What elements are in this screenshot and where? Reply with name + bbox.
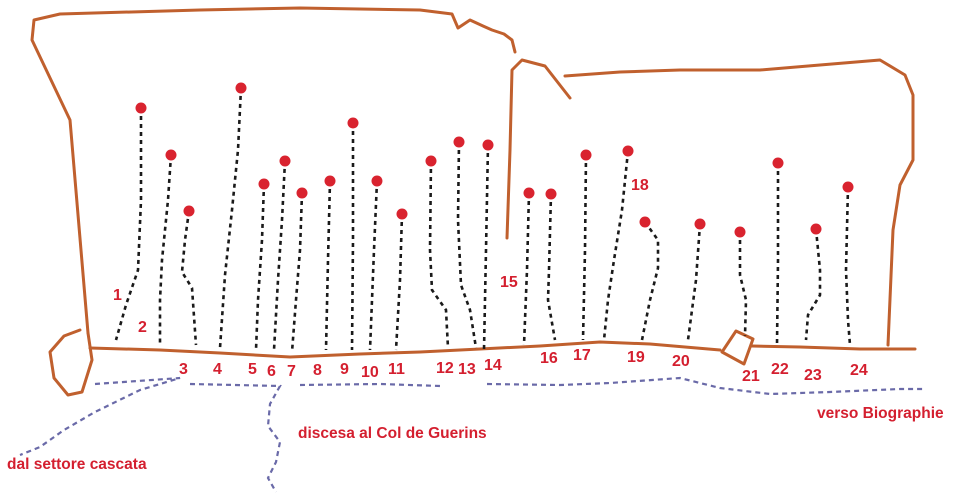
route-line-16 [546,193,557,341]
route-number-14: 14 [484,357,502,374]
anchor-route-9 [347,117,359,129]
route-number-8: 8 [313,362,322,379]
route-line-8 [324,180,332,351]
route-line-21 [738,232,748,337]
route-number-3: 3 [179,361,188,378]
route-line-19 [640,221,660,341]
route-number-12: 12 [436,360,454,377]
rock-outline [30,6,917,397]
route-line-17 [581,154,588,341]
route-lines [114,87,852,353]
route-line-13 [456,141,478,349]
route-number-24: 24 [850,362,868,379]
route-line-14 [482,144,490,351]
anchor-route-15 [523,187,535,199]
anchor-route-23 [810,223,822,235]
route-number-2: 2 [138,319,147,336]
anchor-route-14 [482,139,494,151]
label-from-waterfall: dal settore cascata [7,456,147,473]
route-line-5 [254,183,266,351]
left-boulder [48,328,94,397]
route-line-10 [368,180,379,351]
route-number-15: 15 [500,274,518,291]
route-number-7: 7 [287,363,296,380]
route-number-9: 9 [340,361,349,378]
route-number-18: 18 [631,177,649,194]
route-number-21: 21 [742,368,760,385]
anchors [135,82,854,238]
route-number-10: 10 [361,364,379,381]
route-line-11 [394,213,404,351]
anchor-route-12 [425,155,437,167]
route-line-1 [114,108,143,341]
path-descent [189,382,282,493]
anchor-route-11 [396,208,408,220]
anchor-route-24 [842,181,854,193]
ground-line [88,340,917,359]
route-number-16: 16 [540,350,558,367]
anchor-route-4 [235,82,247,94]
anchor-route-5 [258,178,270,190]
anchor-route-1 [135,102,147,114]
small-block [720,329,755,366]
route-line-9 [350,123,355,351]
anchor-route-6 [279,155,291,167]
anchor-route-19 [639,216,651,228]
route-line-15 [522,192,531,346]
route-line-7 [290,192,304,353]
anchor-route-21 [734,226,746,238]
route-line-2 [158,154,173,345]
anchor-route-3 [183,205,195,217]
route-number-20: 20 [672,353,690,370]
route-number-11: 11 [388,361,405,378]
right-rock-face [505,58,915,347]
anchor-route-8 [324,175,336,187]
route-line-3 [180,210,198,346]
route-number-19: 19 [627,349,645,366]
route-line-18 [602,150,630,341]
anchor-route-2 [165,149,177,161]
label-descent: discesa al Col de Guerins [298,425,487,442]
route-number-5: 5 [248,361,257,378]
route-number-17: 17 [573,347,591,364]
route-number-4: 4 [213,361,222,378]
anchor-route-10 [371,175,383,187]
route-line-6 [272,160,287,351]
route-line-4 [218,87,243,349]
anchor-route-20 [694,218,706,230]
path-from-waterfall [19,376,181,457]
route-line-24 [844,186,852,346]
route-number-22: 22 [771,361,789,378]
route-line-22 [775,163,780,346]
route-number-13: 13 [458,361,476,378]
route-line-23 [804,228,822,341]
anchor-route-17 [580,149,592,161]
anchor-route-18 [622,145,634,157]
anchor-route-16 [545,188,557,200]
route-number-23: 23 [804,367,822,384]
path-toward-biographie [299,376,925,396]
anchor-route-7 [296,187,308,199]
anchor-route-13 [453,136,465,148]
left-rock-face [30,6,517,335]
route-line-12 [428,160,450,349]
label-toward-biographie: verso Biographie [817,405,944,422]
anchor-route-22 [772,157,784,169]
route-number-6: 6 [267,363,276,380]
route-line-20 [686,223,702,341]
approach-paths [19,376,925,493]
route-number-1: 1 [113,287,122,304]
